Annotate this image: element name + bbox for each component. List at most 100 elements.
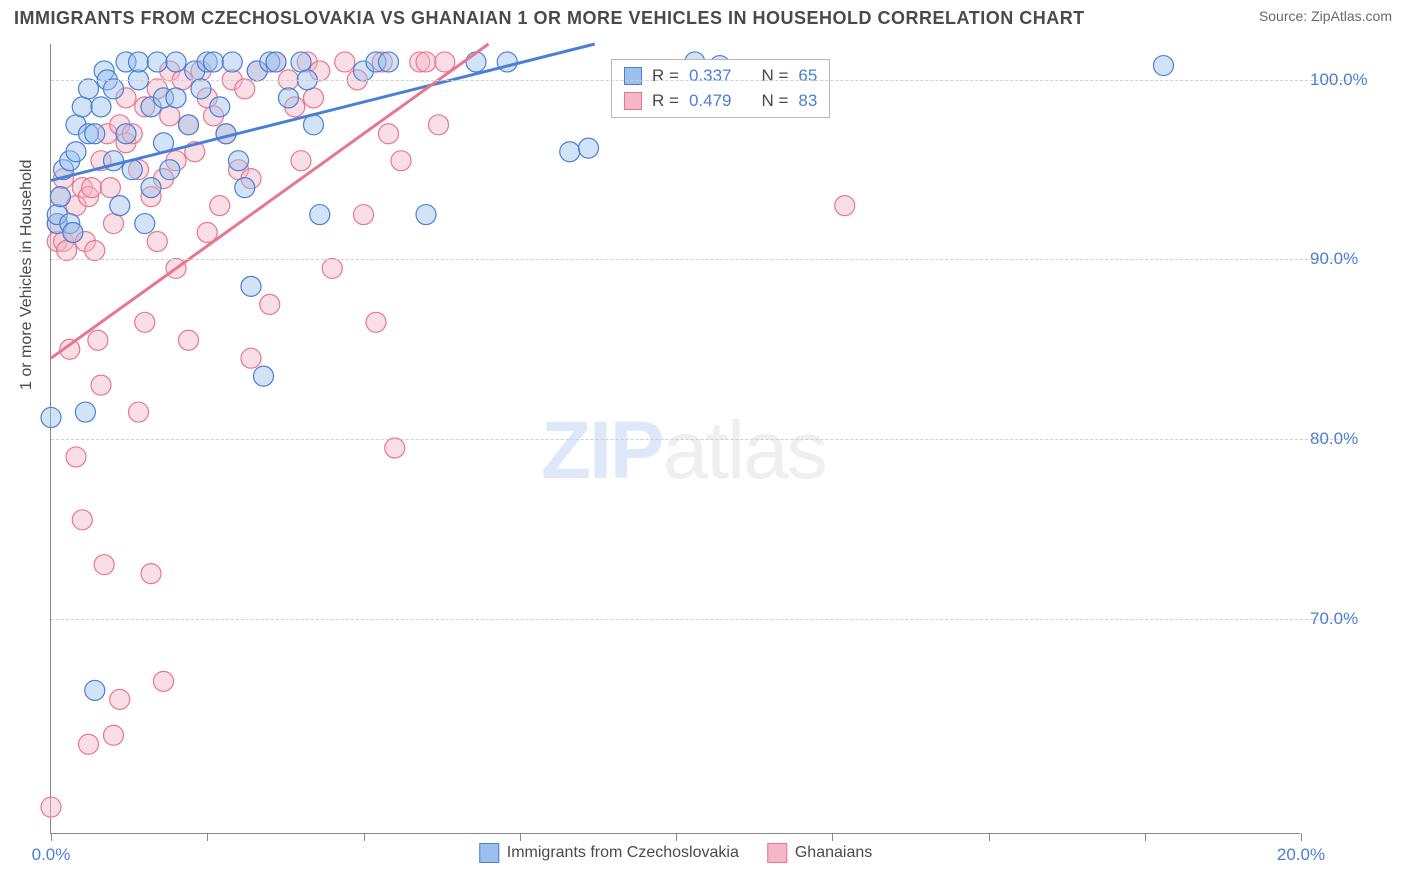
data-point-ghana bbox=[160, 106, 180, 126]
data-point-ghana bbox=[82, 178, 102, 198]
data-point-ghana bbox=[129, 402, 149, 422]
data-point-ghana bbox=[41, 797, 61, 817]
data-point-czech bbox=[104, 79, 124, 99]
data-point-czech bbox=[1154, 56, 1174, 76]
data-point-ghana bbox=[835, 196, 855, 216]
corr-n-czech: 65 bbox=[798, 64, 817, 89]
corr-r-label: R = bbox=[652, 64, 679, 89]
corr-n-label: N = bbox=[761, 89, 788, 114]
data-point-czech bbox=[266, 52, 286, 72]
data-point-czech bbox=[191, 79, 211, 99]
data-point-ghana bbox=[79, 734, 99, 754]
data-point-czech bbox=[135, 214, 155, 234]
data-point-ghana bbox=[66, 447, 86, 467]
correlation-row-ghana: R = 0.479 N = 83 bbox=[624, 89, 817, 114]
legend-label-czech: Immigrants from Czechoslovakia bbox=[507, 844, 739, 862]
data-point-ghana bbox=[379, 124, 399, 144]
data-point-czech bbox=[66, 142, 86, 162]
swatch-ghana bbox=[624, 92, 642, 110]
x-tick bbox=[207, 833, 208, 841]
scatter-chart: ZIPatlas R = 0.337 N = 65 R = 0.479 N = … bbox=[50, 44, 1300, 834]
data-point-czech bbox=[160, 160, 180, 180]
y-tick-label: 80.0% bbox=[1310, 429, 1400, 449]
data-point-czech bbox=[110, 196, 130, 216]
data-point-ghana bbox=[85, 240, 105, 260]
data-point-ghana bbox=[94, 555, 114, 575]
data-point-czech bbox=[310, 205, 330, 225]
data-point-czech bbox=[235, 178, 255, 198]
data-point-ghana bbox=[88, 330, 108, 350]
swatch-czech bbox=[624, 67, 642, 85]
data-point-ghana bbox=[391, 151, 411, 171]
x-tick bbox=[676, 833, 677, 841]
data-point-czech bbox=[147, 52, 167, 72]
data-point-ghana bbox=[304, 88, 324, 108]
data-point-ghana bbox=[354, 205, 374, 225]
legend-item-czech: Immigrants from Czechoslovakia bbox=[479, 843, 739, 863]
x-tick bbox=[989, 833, 990, 841]
data-point-czech bbox=[41, 407, 61, 427]
x-tick bbox=[520, 833, 521, 841]
x-tick-label: 0.0% bbox=[32, 845, 71, 865]
x-tick bbox=[364, 833, 365, 841]
corr-r-czech: 0.337 bbox=[689, 64, 732, 89]
swatch-czech bbox=[479, 843, 499, 863]
data-point-czech bbox=[560, 142, 580, 162]
legend-bottom: Immigrants from Czechoslovakia Ghanaians bbox=[479, 843, 872, 863]
x-tick bbox=[1145, 833, 1146, 841]
data-point-czech bbox=[204, 52, 224, 72]
gridline-horizontal bbox=[51, 619, 1348, 620]
gridline-horizontal bbox=[51, 80, 1348, 81]
data-point-ghana bbox=[179, 330, 199, 350]
data-point-czech bbox=[222, 52, 242, 72]
chart-header: IMMIGRANTS FROM CZECHOSLOVAKIA VS GHANAI… bbox=[0, 0, 1406, 40]
data-point-czech bbox=[72, 97, 92, 117]
data-point-czech bbox=[116, 124, 136, 144]
data-point-czech bbox=[229, 151, 249, 171]
data-point-czech bbox=[85, 124, 105, 144]
data-point-czech bbox=[166, 52, 186, 72]
data-point-ghana bbox=[235, 79, 255, 99]
data-point-czech bbox=[416, 205, 436, 225]
data-point-ghana bbox=[147, 232, 167, 252]
corr-n-label: N = bbox=[761, 64, 788, 89]
data-point-ghana bbox=[135, 312, 155, 332]
corr-n-ghana: 83 bbox=[798, 89, 817, 114]
data-point-czech bbox=[291, 52, 311, 72]
data-point-czech bbox=[85, 680, 105, 700]
swatch-ghana bbox=[767, 843, 787, 863]
data-point-ghana bbox=[260, 294, 280, 314]
data-point-ghana bbox=[72, 510, 92, 530]
data-point-ghana bbox=[110, 689, 130, 709]
x-tick bbox=[1301, 833, 1302, 841]
y-tick-label: 100.0% bbox=[1310, 70, 1400, 90]
data-point-czech bbox=[166, 88, 186, 108]
data-point-czech bbox=[210, 97, 230, 117]
data-point-ghana bbox=[104, 214, 124, 234]
data-point-ghana bbox=[429, 115, 449, 135]
data-point-ghana bbox=[57, 240, 77, 260]
y-tick-label: 90.0% bbox=[1310, 249, 1400, 269]
data-point-czech bbox=[379, 52, 399, 72]
data-point-czech bbox=[579, 138, 599, 158]
corr-r-label: R = bbox=[652, 89, 679, 114]
data-point-czech bbox=[241, 276, 261, 296]
data-point-czech bbox=[91, 97, 111, 117]
data-point-czech bbox=[129, 52, 149, 72]
data-point-czech bbox=[75, 402, 95, 422]
legend-label-ghana: Ghanaians bbox=[795, 844, 872, 862]
data-point-czech bbox=[466, 52, 486, 72]
corr-r-ghana: 0.479 bbox=[689, 89, 732, 114]
y-tick-label: 70.0% bbox=[1310, 609, 1400, 629]
data-point-ghana bbox=[100, 178, 120, 198]
data-point-czech bbox=[63, 223, 83, 243]
data-point-czech bbox=[179, 115, 199, 135]
data-point-ghana bbox=[210, 196, 230, 216]
data-point-ghana bbox=[91, 375, 111, 395]
data-point-ghana bbox=[335, 52, 355, 72]
correlation-legend-box: R = 0.337 N = 65 R = 0.479 N = 83 bbox=[611, 59, 830, 118]
data-point-ghana bbox=[104, 725, 124, 745]
x-tick bbox=[51, 833, 52, 841]
data-point-czech bbox=[254, 366, 274, 386]
source-attribution: Source: ZipAtlas.com bbox=[1259, 8, 1392, 24]
